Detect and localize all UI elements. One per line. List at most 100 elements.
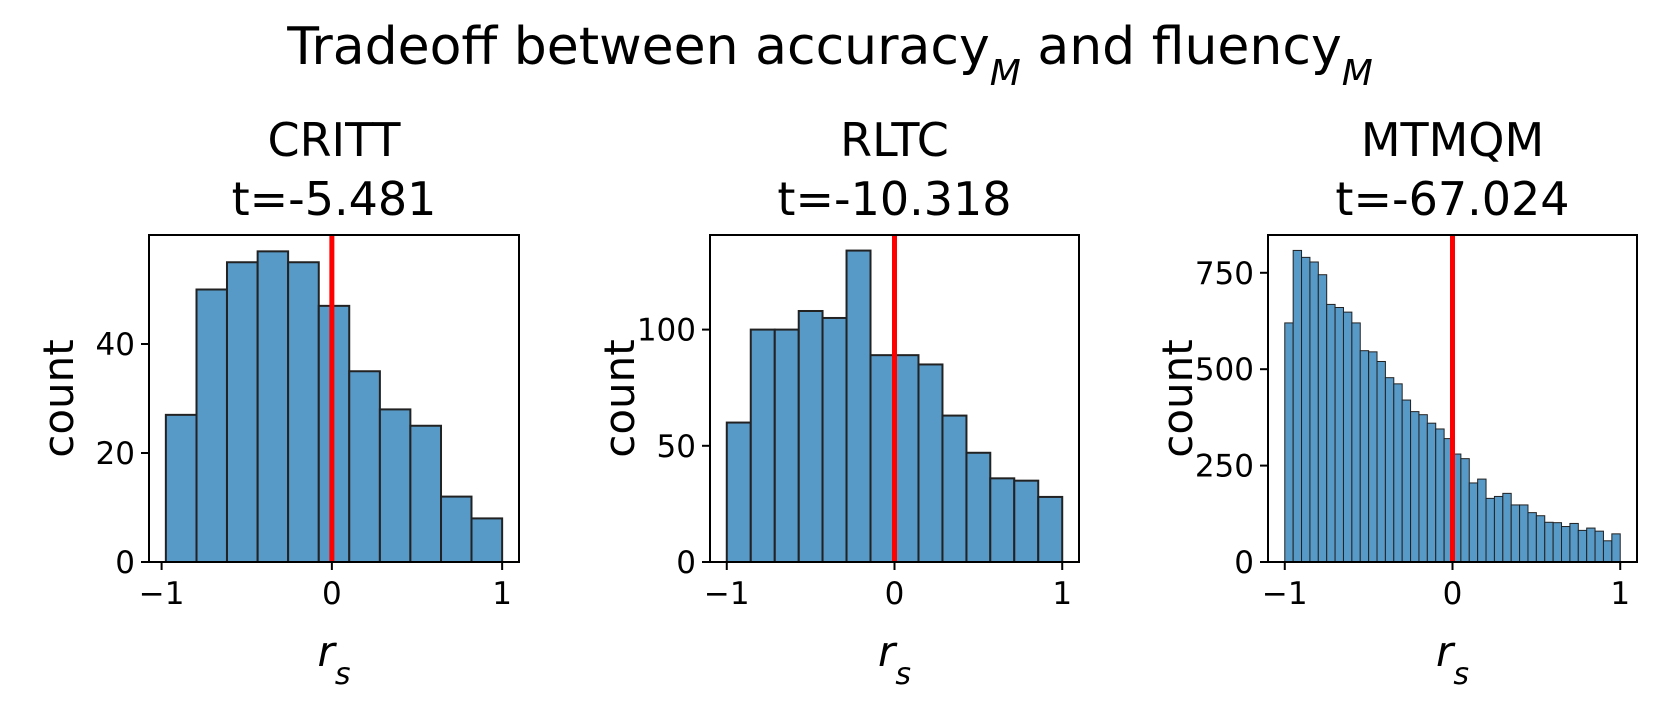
bar: [917, 363, 944, 563]
bar: [725, 421, 752, 564]
bar: [773, 328, 800, 563]
y-axis-label: count: [1153, 339, 1202, 458]
bar: [1284, 322, 1294, 563]
bar: [1561, 526, 1571, 563]
title-subscript: M: [1342, 53, 1373, 94]
bar: [1435, 428, 1445, 563]
bar: [1384, 377, 1395, 563]
bar: [989, 477, 1016, 563]
bar: [287, 261, 320, 563]
y-tick-label: 20: [96, 436, 135, 472]
bar: [965, 451, 992, 563]
x-tick-label: 0: [1443, 576, 1463, 612]
x-tick-label: 1: [1052, 576, 1072, 612]
bar: [1393, 383, 1403, 563]
bar: [1037, 495, 1064, 564]
bar: [941, 414, 968, 563]
bar: [1552, 522, 1563, 563]
bar: [1317, 274, 1328, 563]
bar: [1468, 482, 1479, 563]
bar: [1418, 414, 1428, 563]
y-tick-label: 50: [657, 429, 696, 465]
figure-title: Tradeoff between accuracyM and fluencyM: [286, 17, 1373, 94]
bar: [409, 424, 443, 563]
bar: [1326, 303, 1336, 563]
x-tick-label: −1: [1262, 576, 1308, 612]
bar: [1519, 504, 1529, 563]
bar: [1460, 458, 1470, 563]
bar: [845, 249, 872, 563]
bar: [1426, 422, 1437, 563]
title-subscript: M: [990, 53, 1021, 94]
x-label-subscript: s: [1453, 657, 1469, 692]
y-axis-label: count: [34, 339, 83, 458]
bar: [1410, 411, 1420, 563]
bar: [1292, 249, 1303, 563]
axes-frame: [148, 234, 520, 563]
bar: [1602, 540, 1613, 563]
bar: [1351, 322, 1361, 563]
bar: [1493, 495, 1504, 563]
x-tick-label: −1: [139, 576, 185, 612]
x-label-part: r: [878, 627, 898, 676]
bar: [893, 354, 920, 563]
bar: [470, 517, 504, 564]
bar: [749, 328, 776, 563]
x-tick-label: −1: [704, 576, 750, 612]
bar: [1368, 351, 1378, 563]
bar: [195, 288, 228, 563]
bar: [1477, 478, 1487, 563]
y-tick-label: 0: [676, 545, 696, 581]
y-tick-label: 250: [1195, 449, 1254, 485]
bar: [1586, 527, 1596, 563]
bar: [869, 354, 896, 563]
subplot-subtitle: t=-5.481: [232, 172, 437, 226]
bar: [1301, 256, 1311, 563]
x-axis-label: rs: [318, 627, 351, 692]
bar: [1510, 504, 1521, 563]
subplot-title: CRITT: [267, 113, 401, 167]
x-tick-label: 1: [492, 576, 512, 612]
subplot-title: MTMQM: [1361, 113, 1544, 167]
subplot-title: RLTC: [840, 113, 949, 167]
subplot-subtitle: t=-10.318: [777, 172, 1011, 226]
title-part: and fluency: [1021, 17, 1342, 77]
x-label-part: r: [318, 627, 338, 676]
x-tick-label: 1: [1610, 576, 1630, 612]
bar: [1342, 311, 1353, 563]
bar: [1401, 399, 1412, 563]
y-tick-label: 0: [1234, 545, 1254, 581]
bar: [1611, 533, 1621, 563]
bar: [1013, 479, 1040, 563]
x-axis-label: rs: [878, 627, 911, 692]
bar: [1359, 350, 1370, 563]
bar: [225, 261, 259, 563]
bar: [1544, 521, 1554, 563]
bar: [1376, 360, 1386, 563]
y-tick-label: 500: [1195, 352, 1254, 388]
y-axis-label: count: [595, 339, 644, 458]
bar: [256, 250, 290, 563]
bar: [348, 370, 381, 563]
bar: [1485, 497, 1495, 563]
y-tick-label: 100: [637, 313, 696, 349]
x-label-subscript: s: [335, 657, 351, 692]
bar: [164, 413, 198, 563]
bar: [1594, 530, 1604, 563]
x-tick-label: 0: [322, 576, 342, 612]
bar: [797, 309, 824, 563]
bar: [440, 495, 473, 564]
title-part: Tradeoff between accuracy: [286, 17, 990, 77]
y-tick-label: 40: [96, 327, 135, 363]
bar: [1569, 522, 1579, 563]
y-tick-label: 0: [115, 545, 135, 581]
x-axis-label: rs: [1436, 627, 1469, 692]
x-label-part: r: [1436, 627, 1456, 676]
y-tick-label: 750: [1195, 256, 1254, 292]
subplot-subtitle: t=-67.024: [1335, 172, 1569, 226]
bar: [1527, 512, 1537, 563]
bar: [821, 316, 848, 563]
bar: [1535, 515, 1546, 563]
bar: [378, 408, 412, 563]
